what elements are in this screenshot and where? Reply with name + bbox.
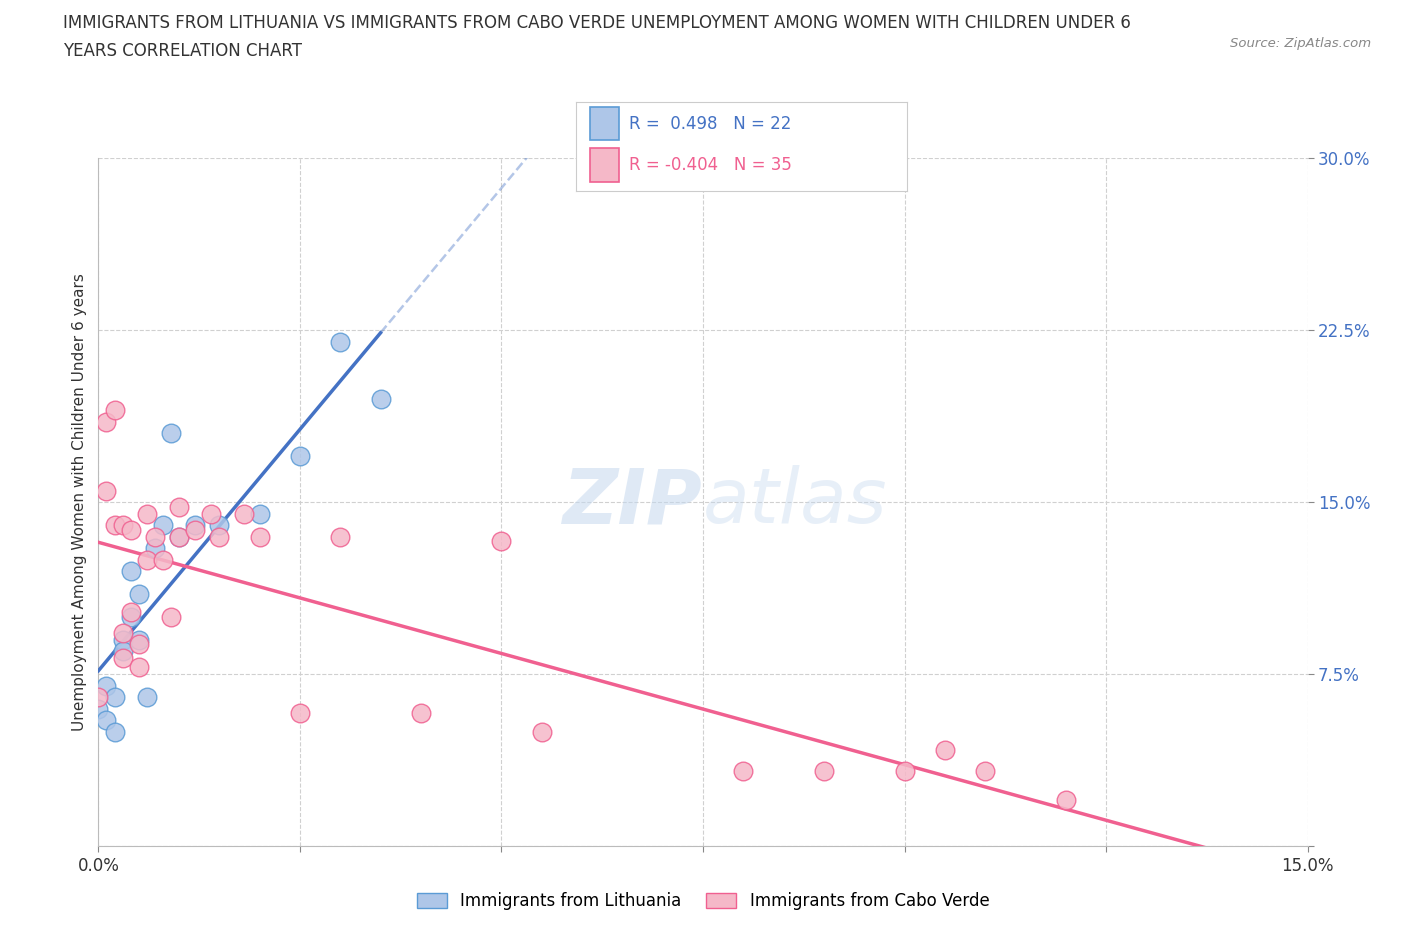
Point xyxy=(329,334,352,349)
Point xyxy=(200,506,222,521)
Point xyxy=(208,529,231,544)
Point xyxy=(135,506,157,521)
Point xyxy=(120,523,142,538)
Point xyxy=(111,626,134,641)
Point xyxy=(733,764,755,778)
Point xyxy=(813,764,835,778)
Point xyxy=(143,540,166,555)
Point xyxy=(128,587,150,602)
Point xyxy=(329,529,352,544)
Point xyxy=(135,690,157,705)
Point xyxy=(128,632,150,647)
Point xyxy=(184,518,207,533)
Point xyxy=(160,609,183,624)
Text: atlas: atlas xyxy=(703,465,887,539)
Bar xyxy=(589,148,620,182)
Point xyxy=(96,712,118,727)
Point xyxy=(120,609,142,624)
Point xyxy=(893,764,915,778)
Point xyxy=(530,724,553,739)
Text: R =  0.498   N = 22: R = 0.498 N = 22 xyxy=(630,114,792,132)
Text: Source: ZipAtlas.com: Source: ZipAtlas.com xyxy=(1230,37,1371,50)
Point xyxy=(208,518,231,533)
Y-axis label: Unemployment Among Women with Children Under 6 years: Unemployment Among Women with Children U… xyxy=(72,273,87,731)
Point xyxy=(167,529,190,544)
Point xyxy=(409,706,432,721)
Point xyxy=(96,484,118,498)
Point xyxy=(103,690,125,705)
Point xyxy=(143,529,166,544)
Text: YEARS CORRELATION CHART: YEARS CORRELATION CHART xyxy=(63,42,302,60)
Point xyxy=(111,632,134,647)
Point xyxy=(152,518,174,533)
Point xyxy=(103,724,125,739)
Point xyxy=(934,742,956,757)
Point xyxy=(103,518,125,533)
Legend: Immigrants from Lithuania, Immigrants from Cabo Verde: Immigrants from Lithuania, Immigrants fr… xyxy=(411,885,995,917)
Point xyxy=(96,678,118,693)
Point xyxy=(249,506,271,521)
Point xyxy=(111,518,134,533)
Text: ZIP: ZIP xyxy=(564,465,703,539)
Bar xyxy=(589,107,620,140)
Point xyxy=(288,706,311,721)
Point xyxy=(1054,793,1077,808)
Point xyxy=(120,604,142,619)
Point xyxy=(167,499,190,514)
Text: R = -0.404   N = 35: R = -0.404 N = 35 xyxy=(630,156,792,174)
Point xyxy=(184,523,207,538)
Point xyxy=(160,426,183,441)
Point xyxy=(152,552,174,567)
Point xyxy=(974,764,997,778)
Point xyxy=(96,415,118,430)
Point xyxy=(111,644,134,658)
Point xyxy=(111,651,134,666)
Point xyxy=(491,534,513,549)
Point xyxy=(128,660,150,675)
Point xyxy=(288,449,311,464)
Point xyxy=(370,392,392,406)
Point xyxy=(249,529,271,544)
Point xyxy=(128,637,150,652)
Point xyxy=(103,403,125,418)
Text: IMMIGRANTS FROM LITHUANIA VS IMMIGRANTS FROM CABO VERDE UNEMPLOYMENT AMONG WOMEN: IMMIGRANTS FROM LITHUANIA VS IMMIGRANTS … xyxy=(63,14,1132,32)
Point xyxy=(232,506,254,521)
Point xyxy=(120,564,142,578)
Point xyxy=(87,690,110,705)
Point xyxy=(135,552,157,567)
Point xyxy=(87,701,110,716)
Point xyxy=(167,529,190,544)
